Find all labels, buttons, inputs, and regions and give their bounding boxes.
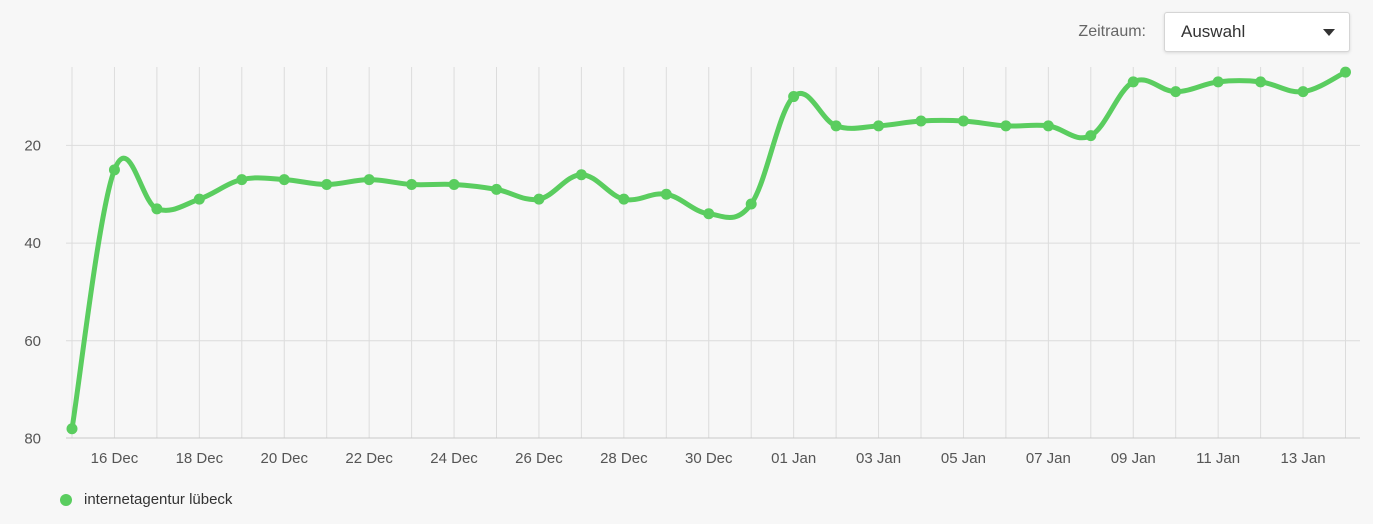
data-point[interactable]	[703, 208, 715, 220]
data-point[interactable]	[108, 164, 120, 176]
data-point[interactable]	[278, 174, 290, 186]
data-point[interactable]	[957, 115, 969, 127]
y-tick-label: 20	[24, 137, 41, 154]
data-point[interactable]	[1297, 86, 1309, 98]
x-axis-labels: 16 Dec 18 Dec 20 Dec 22 Dec 24 Dec 26 Dec 28 D…	[91, 450, 1326, 467]
data-point[interactable]	[830, 120, 842, 132]
legend-marker	[60, 493, 72, 506]
period-select-value: Auswahl	[1181, 22, 1246, 41]
x-tick-label: 03 Jan	[856, 450, 901, 467]
data-point[interactable]	[193, 193, 205, 205]
data-point[interactable]	[1127, 76, 1139, 88]
data-point[interactable]	[151, 203, 163, 215]
data-point[interactable]	[575, 169, 587, 181]
y-tick-label: 40	[24, 235, 41, 252]
data-point[interactable]	[1255, 76, 1267, 88]
x-tick-label: 13 Jan	[1281, 450, 1326, 467]
chevron-down-icon	[1323, 28, 1335, 36]
x-tick-label: 09 Jan	[1111, 450, 1156, 467]
data-point[interactable]	[745, 198, 757, 210]
data-point[interactable]	[236, 174, 248, 186]
x-tick-label: 28 Dec	[600, 450, 648, 467]
data-point[interactable]	[363, 174, 375, 186]
x-tick-label: 20 Dec	[260, 450, 308, 467]
period-label: Zeitraum:	[1078, 23, 1146, 40]
x-tick-label: 01 Jan	[771, 450, 816, 467]
period-toolbar: Zeitraum: Auswahl	[1078, 12, 1350, 52]
data-point[interactable]	[1212, 76, 1224, 88]
ranking-line-chart: 20 40 60 80 16 Dec 18 Dec 20 Dec 22 Dec 24 Dec 2…	[24, 66, 1360, 467]
x-tick-label: 24 Dec	[430, 450, 478, 467]
data-point[interactable]	[873, 120, 885, 132]
legend[interactable]: internetagentur lübeck	[60, 491, 232, 508]
vertical-grid	[71, 67, 1346, 438]
data-point[interactable]	[788, 91, 800, 103]
x-tick-label: 07 Jan	[1026, 450, 1071, 467]
data-point[interactable]	[321, 178, 333, 190]
x-tick-label: 18 Dec	[176, 450, 224, 467]
data-point[interactable]	[1170, 86, 1182, 98]
data-point[interactable]	[618, 193, 630, 205]
horizontal-grid	[66, 144, 1360, 439]
data-point[interactable]	[1042, 120, 1054, 132]
x-tick-label: 30 Dec	[685, 450, 733, 467]
data-point[interactable]	[66, 423, 78, 435]
series-layer	[66, 66, 1351, 435]
data-point[interactable]	[1340, 66, 1351, 78]
x-tick-label: 16 Dec	[91, 450, 139, 467]
y-tick-label: 60	[24, 333, 41, 350]
data-point[interactable]	[1085, 130, 1097, 142]
legend-label: internetagentur lübeck	[84, 491, 233, 508]
period-select[interactable]: Auswahl	[1164, 12, 1350, 52]
x-tick-label: 05 Jan	[941, 450, 986, 467]
data-point[interactable]	[1000, 120, 1012, 132]
data-point[interactable]	[915, 115, 927, 127]
data-point[interactable]	[491, 183, 502, 195]
data-point[interactable]	[448, 178, 460, 190]
x-tick-label: 11 Jan	[1196, 450, 1240, 467]
y-axis-labels: 20 40 60 80	[24, 137, 41, 447]
data-point[interactable]	[660, 188, 672, 200]
data-point[interactable]	[406, 178, 418, 190]
x-tick-label: 26 Dec	[515, 450, 563, 467]
y-tick-label: 80	[24, 431, 41, 448]
x-tick-label: 22 Dec	[345, 450, 393, 467]
data-point[interactable]	[533, 193, 545, 205]
